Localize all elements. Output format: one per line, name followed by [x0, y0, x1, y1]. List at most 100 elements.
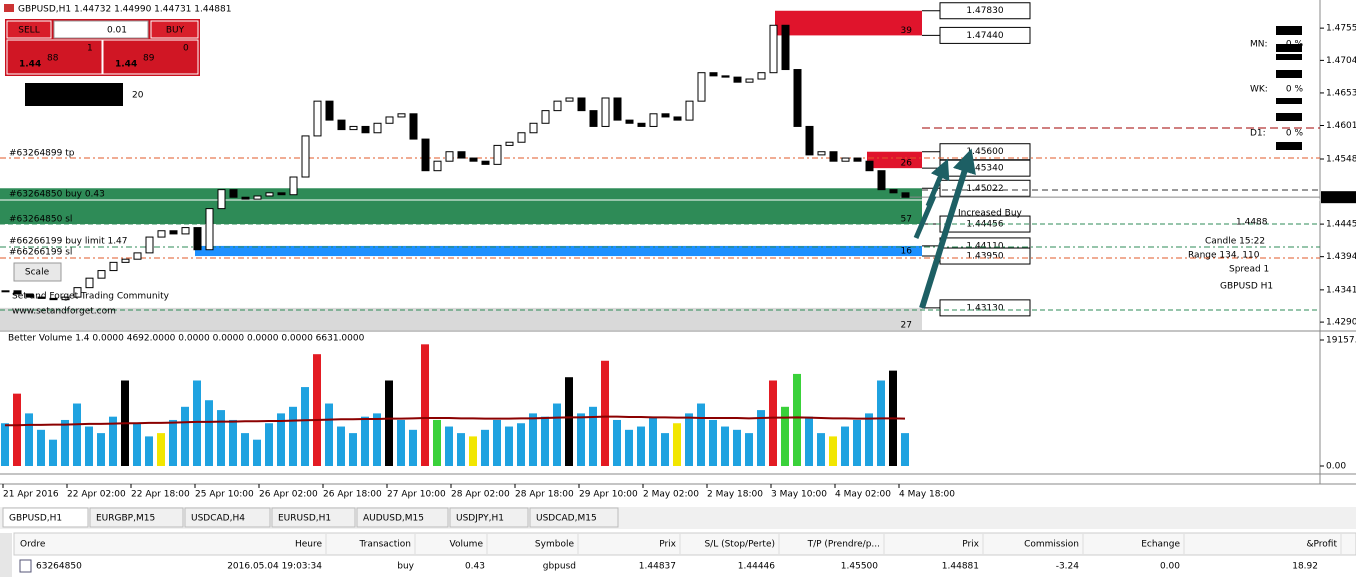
candle: [301, 135, 310, 178]
volume-bar: [613, 419, 621, 466]
candle: [361, 125, 370, 134]
level-label: 1.44456: [966, 220, 1003, 230]
tab-label: USDJPY,H1: [456, 514, 504, 524]
buy-price-sup: 0: [183, 44, 189, 54]
table-cell: 0.00: [1160, 562, 1180, 572]
candle: [793, 69, 802, 127]
scale-button[interactable]: [13, 262, 62, 282]
volume-bar: [157, 433, 165, 466]
candle: [541, 110, 550, 124]
candle: [229, 189, 238, 198]
y-tick-label: 1.47045: [1326, 56, 1356, 66]
volume-bar: [61, 419, 69, 466]
current-price-label: 1.44881: [1323, 193, 1356, 203]
watermark: www.setandforget.com: [12, 307, 116, 317]
level-box: [939, 26, 1031, 44]
volume-bar: [193, 380, 201, 466]
zone-count: 26: [901, 159, 913, 169]
buy-label: BUY: [166, 26, 185, 36]
volume-bar: [397, 419, 405, 466]
table-header-cell: Prix: [962, 540, 979, 550]
sell-price-box[interactable]: [6, 39, 103, 75]
candle: [589, 110, 598, 127]
buy-price-box[interactable]: [102, 39, 199, 75]
sell-button[interactable]: [6, 20, 52, 39]
candle: [505, 141, 514, 146]
table-header-cell: Symbole: [535, 540, 575, 550]
volume-bar: [625, 429, 633, 466]
candle: [493, 144, 502, 165]
y-tick-label: 19157.2: [1326, 336, 1356, 346]
x-tick-label: 28 Apr 18:00: [515, 490, 574, 500]
symbol-icon: [4, 4, 14, 12]
volume-bar: [181, 406, 189, 466]
buy-button[interactable]: [150, 20, 199, 39]
candle: [817, 151, 826, 156]
volume-bar: [253, 439, 261, 466]
candle: [73, 287, 82, 298]
buy-price-big: 89: [143, 54, 155, 64]
level-label: 1.43950: [966, 252, 1003, 262]
candle: [145, 236, 154, 254]
volume-bar: [109, 416, 117, 466]
candle: [637, 122, 646, 127]
lot-field[interactable]: [53, 20, 149, 39]
level-label: 1.43130: [966, 303, 1003, 313]
x-tick-label: 4 May 18:00: [899, 490, 955, 500]
candle: [313, 100, 322, 137]
candle: [553, 100, 562, 112]
tab[interactable]: [529, 507, 619, 528]
volume-bar: [877, 380, 885, 466]
order-label: #63264899 tp: [9, 149, 75, 159]
order-label: #66266199 sl: [9, 248, 72, 258]
volume-bar: [325, 403, 333, 466]
tf-value: 0 %: [1286, 40, 1304, 50]
candle: [685, 100, 694, 121]
candle: [373, 122, 382, 134]
candle: [445, 151, 454, 162]
volume-bar: [229, 419, 237, 466]
candle: [85, 277, 94, 289]
candle: [397, 113, 406, 118]
table-cell: 63264850: [36, 562, 82, 572]
x-tick-label: 3 May 10:00: [771, 490, 827, 500]
tf-bar: [1276, 26, 1302, 35]
range: Range 134, 110: [1188, 251, 1260, 261]
volume-bar: [97, 433, 105, 466]
pair: GBPUSD H1: [1220, 282, 1273, 292]
zone-count: 39: [901, 26, 913, 36]
order-label: #66266199 buy limit 1.47: [9, 237, 128, 247]
volume-bar: [265, 423, 273, 466]
volume-bar: [409, 429, 417, 466]
candle: [805, 125, 814, 156]
tab[interactable]: [449, 507, 529, 528]
volume-bar: [685, 413, 693, 466]
level-label: 1.47830: [966, 6, 1003, 16]
candle: [385, 116, 394, 124]
indicator-title: Better Volume 1.4 0.0000 4692.0000 0.000…: [8, 334, 365, 344]
level-label: 1.47440: [966, 31, 1003, 41]
tab[interactable]: [356, 507, 449, 528]
stoploss-button[interactable]: [25, 83, 123, 106]
y-tick-label: 1.42905: [1326, 318, 1356, 328]
candle: [49, 297, 58, 301]
volume-bar: [529, 413, 537, 466]
volume-bar: [493, 419, 501, 466]
symbol-info: GBPUSD,H1 1.44732 1.44990 1.44731 1.4488…: [18, 5, 231, 15]
candle: [37, 296, 46, 299]
sell-label: SELL: [18, 26, 39, 36]
candle: [709, 72, 718, 77]
volume-bar: [637, 426, 645, 466]
tab[interactable]: [184, 507, 271, 528]
tab[interactable]: [2, 507, 89, 528]
candle: [265, 192, 274, 197]
tab[interactable]: [89, 507, 184, 528]
candle: [529, 122, 538, 134]
volume-bar: [817, 433, 825, 466]
candle: [733, 76, 742, 83]
candle: [565, 97, 574, 102]
candle: [433, 160, 442, 172]
tab[interactable]: [271, 507, 356, 528]
volume-bar: [901, 433, 909, 466]
